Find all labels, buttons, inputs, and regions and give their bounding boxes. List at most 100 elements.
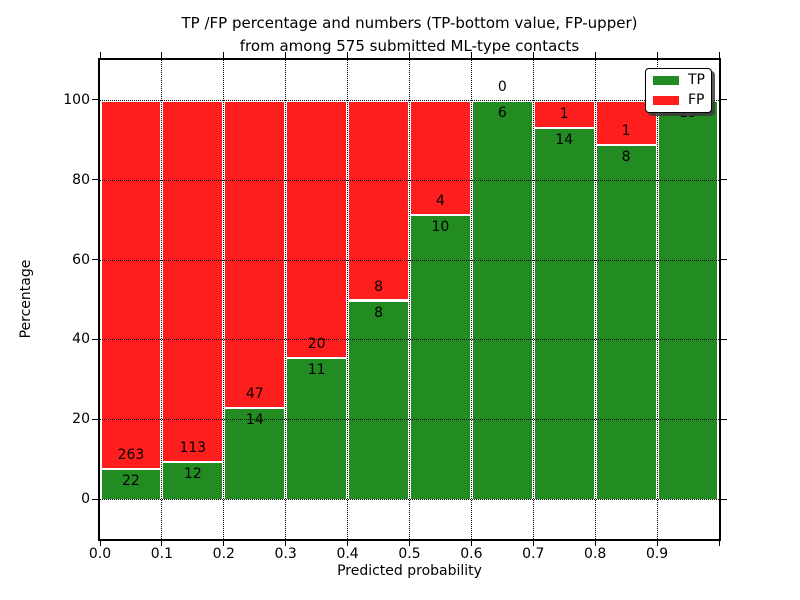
bar-segment-tp [658, 99, 718, 500]
y-tick-mark-right [719, 498, 727, 500]
y-gridline [100, 419, 719, 421]
tp-count-label: 11 [307, 362, 326, 379]
x-tick-mark-top [718, 52, 720, 58]
y-tick-label: 80 [72, 171, 90, 188]
x-tick-label: 0.1 [150, 546, 174, 562]
legend-label-tp: TP [688, 72, 705, 88]
fp-count-label: 1 [621, 123, 631, 140]
x-axis-label: Predicted probability [337, 563, 482, 579]
x-tick-mark [347, 539, 349, 546]
bar-segment-fp [349, 99, 408, 300]
x-tick-label: 0.8 [584, 546, 607, 562]
x-tick-mark-top [161, 52, 163, 58]
x-tick-mark-top [99, 52, 101, 58]
y-tick-mark [92, 338, 98, 340]
x-tick-label: 0.7 [522, 546, 545, 562]
tp-count-label: 14 [245, 412, 264, 429]
y-gridline [100, 259, 719, 261]
bar-segment-fp [596, 99, 656, 145]
x-tick-mark [532, 539, 534, 546]
x-tick-mark-top [532, 52, 534, 58]
tp-count-label: 6 [497, 104, 507, 121]
legend-label-fp: FP [688, 92, 705, 108]
legend-row-tp: TP [646, 73, 711, 88]
fp-count-label: 20 [307, 336, 326, 353]
bar-segment-tp [163, 460, 223, 500]
x-tick-mark-top [285, 52, 287, 58]
y-tick-mark [92, 498, 98, 500]
x-tick-mark [223, 539, 225, 546]
y-tick-mark [92, 259, 98, 261]
y-axis-label: Percentage [18, 259, 34, 339]
y-tick-label: 40 [72, 331, 90, 348]
x-tick-mark [594, 539, 596, 546]
bar-segment-tp [411, 213, 470, 500]
x-tick-label: 0.6 [460, 546, 483, 562]
fp-count-label: 8 [374, 278, 383, 295]
x-tick-label: 0.9 [645, 546, 669, 562]
chart-title-line1: TP /FP percentage and numbers (TP-bottom… [181, 14, 638, 32]
y-gridline [100, 99, 719, 101]
x-gridline [223, 60, 225, 539]
x-tick-mark-top [409, 52, 410, 58]
y-gridline [100, 499, 719, 501]
x-gridline [285, 60, 287, 539]
x-tick-label: 0.3 [274, 546, 297, 562]
x-gridline [470, 60, 472, 539]
x-gridline [409, 60, 410, 539]
x-tick-mark [470, 539, 472, 546]
legend-row-fp: FP [646, 93, 711, 108]
bar-segment-fp [163, 99, 223, 461]
y-tick-mark-right [719, 338, 727, 340]
tp-count-label: 10 [431, 218, 450, 235]
x-tick-label: 0.4 [336, 546, 359, 562]
bar-segment-tp [349, 299, 408, 500]
x-tick-mark-top [470, 52, 472, 58]
tp-count-label: 12 [183, 465, 202, 482]
x-tick-mark-top [656, 52, 658, 58]
bar-segment-fp [101, 99, 161, 469]
fp-count-label: 0 [497, 78, 507, 95]
bar-segment-fp [225, 99, 285, 408]
x-tick-mark [161, 539, 163, 546]
tp-count-label: 8 [374, 304, 383, 321]
x-gridline [594, 60, 596, 539]
y-tick-mark [92, 179, 98, 181]
tp-count-label: 8 [621, 149, 631, 166]
fp-swatch-icon [653, 96, 679, 105]
y-tick-label: 20 [72, 411, 90, 428]
legend: TP FP [645, 68, 712, 113]
fp-count-label: 47 [245, 386, 264, 403]
y-tick-label: 0 [81, 491, 90, 508]
y-tick-label: 100 [63, 91, 90, 108]
x-tick-mark-top [594, 52, 596, 58]
y-tick-mark [92, 99, 98, 101]
chart-title-line2: from among 575 submitted ML-type contact… [239, 37, 580, 55]
x-tick-mark-top [347, 52, 349, 58]
y-gridline [100, 179, 719, 181]
fp-count-label: 4 [435, 192, 445, 209]
x-tick-mark [99, 539, 101, 546]
fp-count-label: 263 [117, 447, 145, 464]
chart-title: TP /FP percentage and numbers (TP-bottom… [0, 12, 800, 58]
y-tick-mark [92, 418, 98, 420]
x-tick-mark [656, 539, 658, 546]
bar-segment-tp [472, 99, 532, 500]
fp-count-label: 113 [179, 439, 207, 456]
plot-area: 263221131247142011884100611418013 [92, 52, 727, 546]
bar-segment-tp [534, 126, 594, 500]
y-tick-mark-right [719, 179, 727, 181]
y-tick-mark-right [719, 418, 727, 420]
x-gridline [656, 60, 658, 539]
fp-count-label: 1 [559, 105, 569, 122]
x-tick-mark [285, 539, 287, 546]
x-tick-label: 0.0 [88, 546, 112, 562]
x-tick-mark-top [223, 52, 225, 58]
bar-segment-tp [596, 144, 656, 500]
bar-segment-tp [101, 468, 161, 500]
bar-segment-tp [287, 357, 347, 500]
tp-count-label: 22 [122, 473, 140, 490]
bar-segment-fp [411, 99, 470, 214]
y-tick-mark-right [719, 99, 727, 101]
